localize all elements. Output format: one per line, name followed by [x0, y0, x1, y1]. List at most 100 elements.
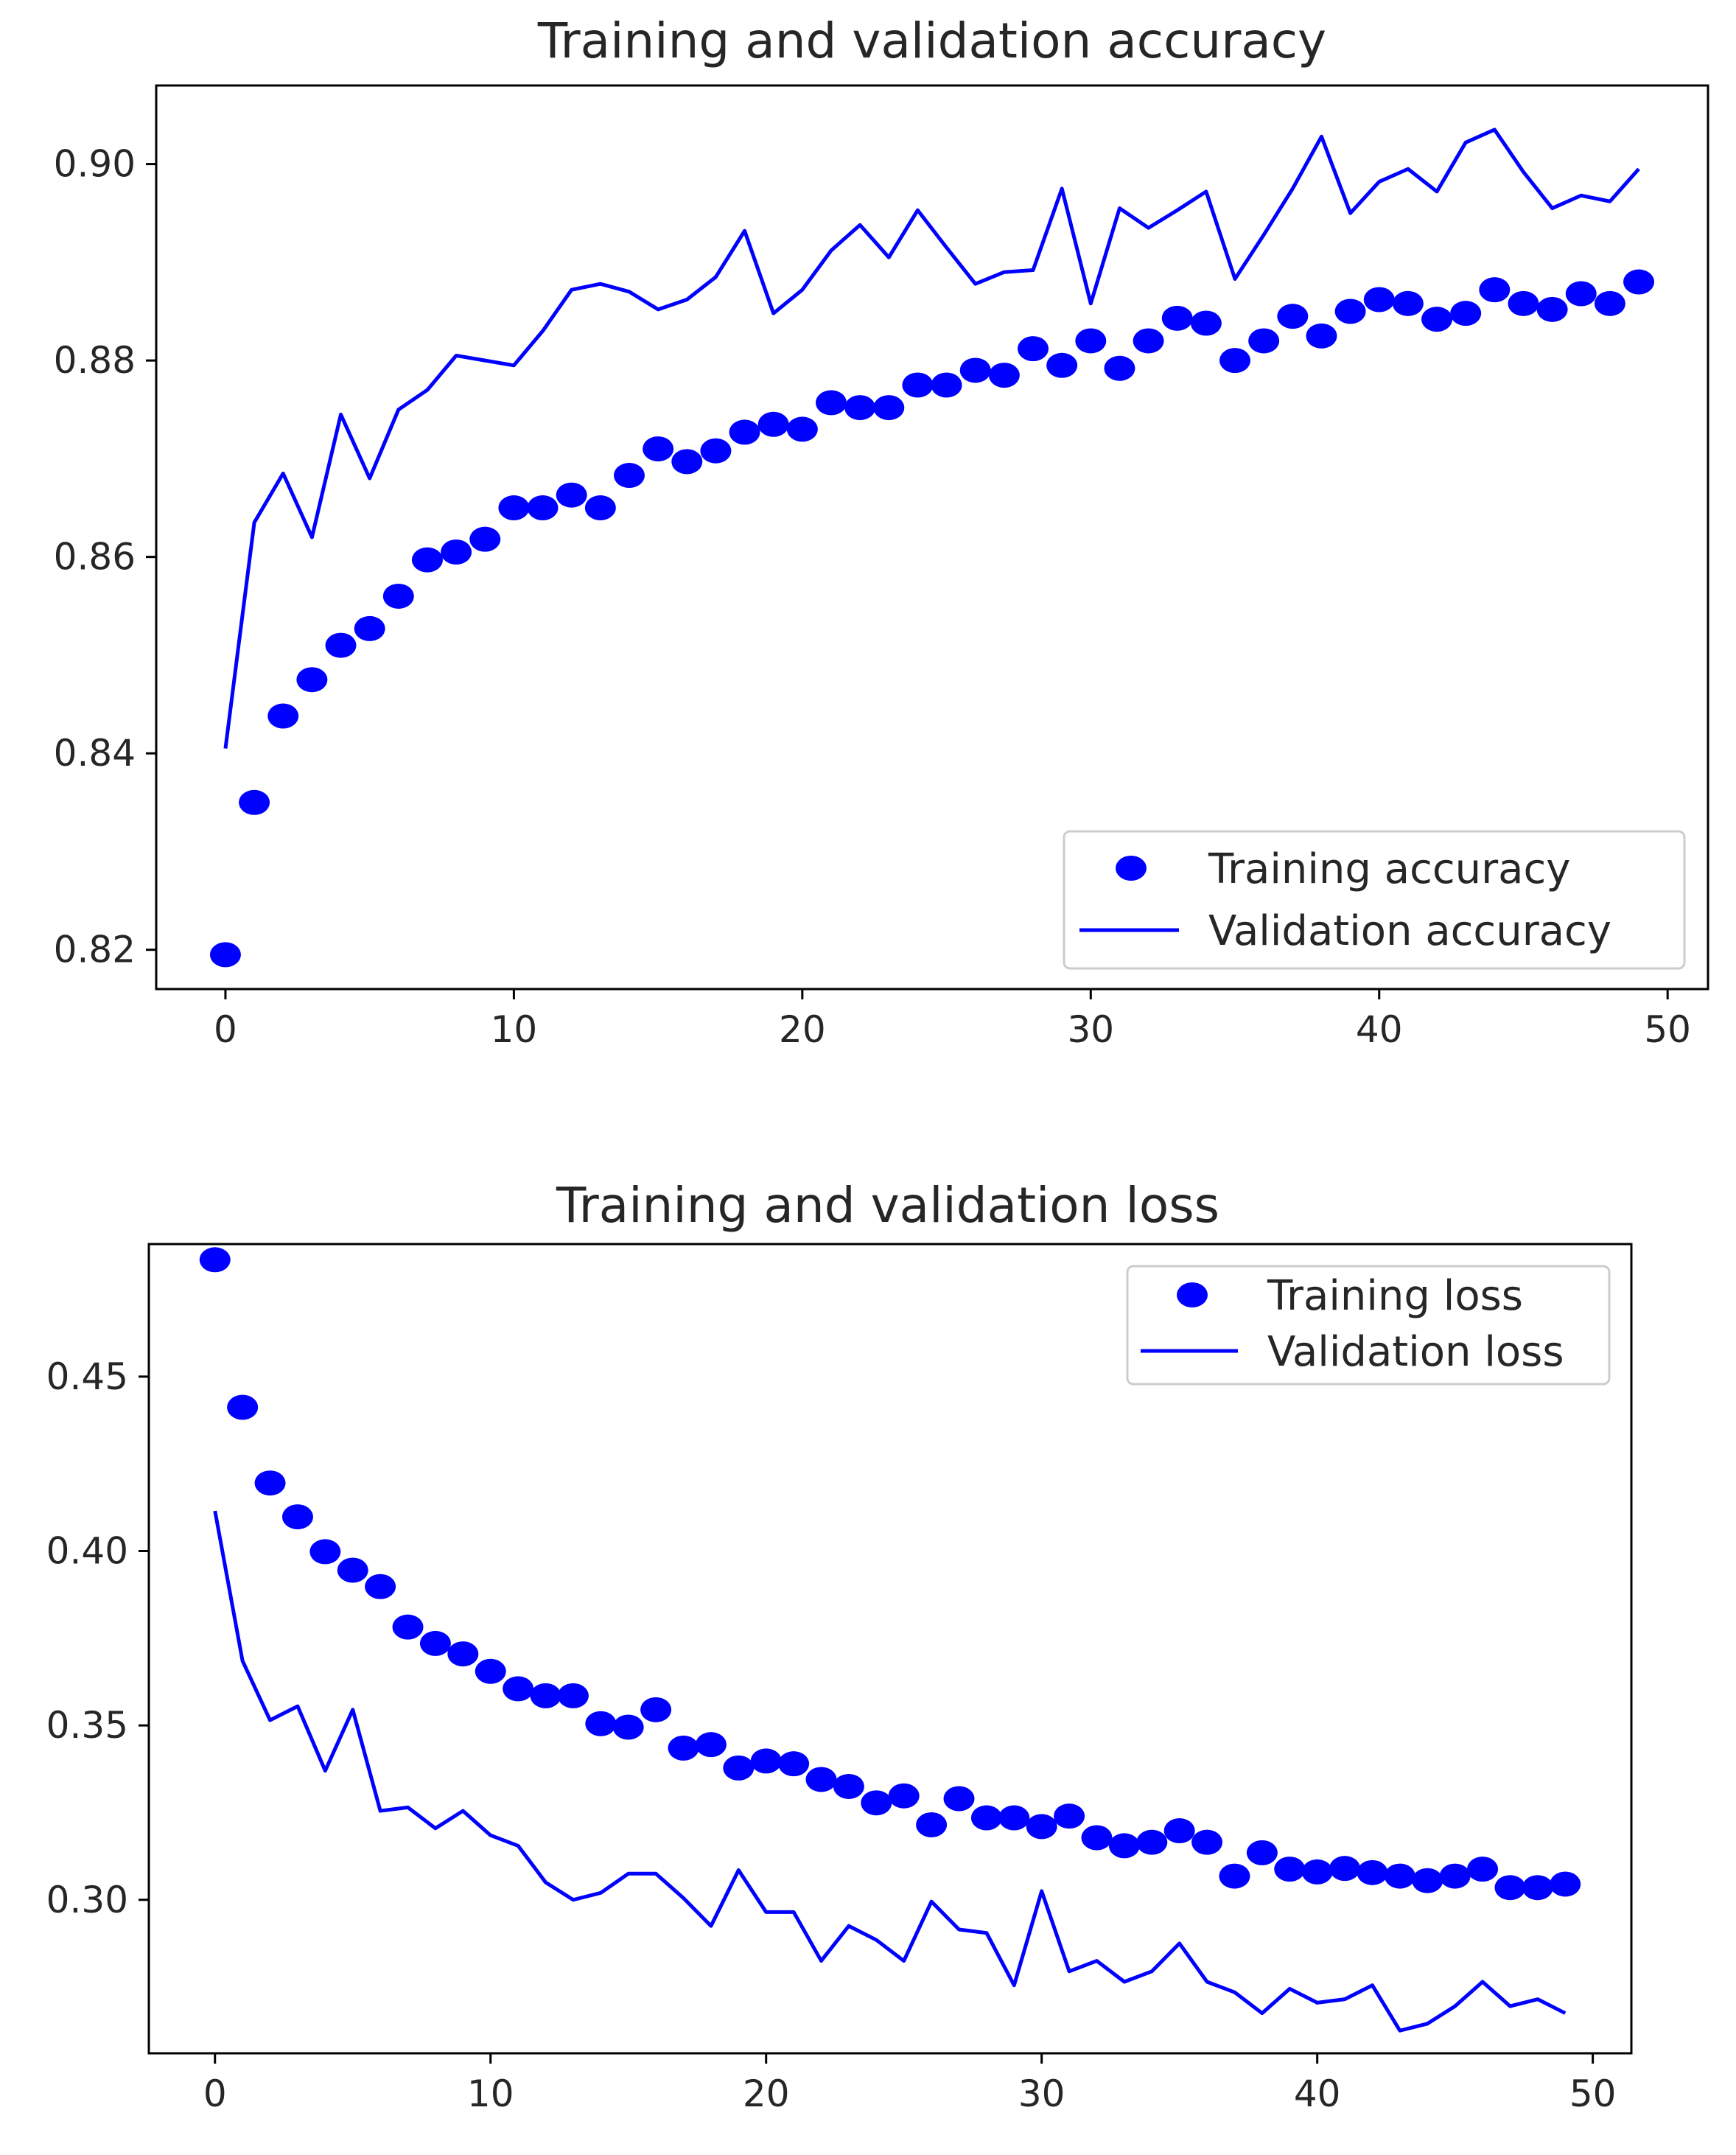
accuracy-training-point [1392, 290, 1424, 316]
loss-training-point [281, 1504, 313, 1530]
accuracy-training-point [411, 547, 443, 573]
loss-legend-validation-label: Validation loss [1267, 1328, 1564, 1376]
loss-x-tick-label: 40 [1294, 2072, 1341, 2115]
accuracy-training-point [815, 390, 847, 416]
loss-training-point [419, 1630, 451, 1656]
loss-training-point [1136, 1829, 1168, 1855]
loss-legend-box [1126, 1265, 1611, 1386]
accuracy-training-point [873, 395, 905, 421]
loss-training-point [1357, 1859, 1388, 1885]
accuracy-training-point [1450, 301, 1482, 326]
loss-chart-title: Training and validation loss [556, 1177, 1219, 1234]
accuracy-training-point [469, 526, 501, 552]
accuracy-training-point [325, 632, 357, 658]
accuracy-training-point [584, 495, 616, 521]
loss-chart: Training and validation loss 0 10 20 30 40 50… [46, 1177, 1633, 2115]
loss-training-point [530, 1683, 561, 1708]
accuracy-y-tick-label: 0.86 [54, 536, 136, 579]
accuracy-training-point [209, 942, 241, 968]
loss-training-point [723, 1755, 755, 1781]
accuracy-training-point [1536, 296, 1568, 322]
loss-training-point [557, 1683, 589, 1708]
loss-training-point [503, 1676, 534, 1702]
loss-training-point [1301, 1859, 1333, 1885]
accuracy-y-tick-label: 0.82 [54, 929, 136, 971]
loss-training-point [1522, 1875, 1553, 1901]
loss-training-point [309, 1539, 341, 1565]
loss-training-point [475, 1658, 506, 1684]
loss-training-point [750, 1748, 782, 1774]
accuracy-legend-training-label: Training accuracy [1208, 845, 1570, 893]
accuracy-training-point [498, 495, 530, 521]
loss-y-tick-label: 0.30 [46, 1879, 128, 1921]
accuracy-training-point [296, 667, 328, 693]
accuracy-training-point [1334, 298, 1366, 324]
accuracy-training-point [1248, 328, 1280, 354]
loss-training-point [1550, 1871, 1581, 1897]
accuracy-training-point [1565, 281, 1597, 307]
accuracy-training-point [527, 495, 559, 521]
loss-x-tick-label: 30 [1018, 2072, 1065, 2115]
loss-training-point [1329, 1856, 1361, 1882]
accuracy-legend-validation-label: Validation accuracy [1208, 907, 1611, 955]
accuracy-training-point [1479, 277, 1511, 303]
loss-training-point [1026, 1814, 1057, 1840]
loss-training-point [1081, 1825, 1113, 1851]
loss-legend-dot-marker [1177, 1282, 1208, 1307]
accuracy-training-point [441, 539, 472, 565]
loss-training-point [1191, 1829, 1223, 1855]
accuracy-training-point [959, 357, 991, 383]
loss-training-point [199, 1247, 231, 1273]
accuracy-training-point [1046, 352, 1078, 378]
accuracy-legend-dot-marker [1116, 856, 1147, 881]
accuracy-training-point [1133, 328, 1164, 354]
accuracy-y-tick-label: 0.90 [54, 143, 136, 186]
loss-training-point [998, 1805, 1030, 1831]
loss-training-point [585, 1711, 617, 1736]
loss-training-point [888, 1783, 920, 1809]
accuracy-chart: Training and validation accuracy 0 10 20 30… [54, 13, 1709, 1051]
accuracy-training-point [1363, 287, 1395, 312]
loss-training-point [365, 1574, 396, 1599]
loss-training-point [254, 1470, 286, 1496]
loss-training-point [1494, 1875, 1526, 1901]
loss-training-point [805, 1767, 837, 1792]
accuracy-training-point [1508, 290, 1539, 316]
loss-training-point [970, 1805, 1002, 1831]
accuracy-training-point [757, 411, 789, 437]
accuracy-x-tick-label: 10 [491, 1008, 538, 1051]
loss-training-point [1246, 1840, 1278, 1865]
loss-training-point [668, 1735, 699, 1761]
loss-training-point [447, 1641, 479, 1667]
accuracy-training-point [1421, 307, 1453, 332]
accuracy-validation-line [223, 128, 1640, 749]
loss-validation-line [213, 1510, 1567, 2033]
accuracy-training-point [613, 463, 645, 489]
loss-training-point [916, 1812, 948, 1838]
accuracy-training-point [267, 703, 299, 729]
accuracy-training-point [1277, 304, 1309, 329]
accuracy-training-point [1594, 290, 1625, 316]
loss-y-tick-label: 0.40 [46, 1529, 128, 1572]
loss-training-point [1108, 1833, 1140, 1859]
loss-legend-training-label: Training loss [1267, 1272, 1523, 1320]
loss-training-point [1163, 1818, 1195, 1844]
loss-training-point [943, 1786, 975, 1812]
loss-training-point [861, 1790, 892, 1816]
accuracy-training-point [786, 416, 818, 442]
accuracy-y-tick-label: 0.88 [54, 339, 136, 382]
loss-training-point [778, 1751, 810, 1777]
loss-training-point [1054, 1803, 1085, 1829]
accuracy-x-tick-label: 30 [1067, 1008, 1114, 1051]
accuracy-training-point [556, 482, 587, 508]
accuracy-training-point [239, 789, 270, 815]
loss-training-point [337, 1557, 368, 1583]
loss-training-point [1439, 1863, 1471, 1889]
loss-training-point [612, 1714, 644, 1740]
accuracy-training-point [729, 419, 760, 445]
loss-axes-frame [147, 1243, 1633, 2055]
loss-x-tick-label: 20 [743, 2072, 790, 2115]
loss-training-point [1219, 1863, 1250, 1889]
loss-training-point [392, 1614, 424, 1640]
accuracy-training-point [1306, 323, 1337, 349]
